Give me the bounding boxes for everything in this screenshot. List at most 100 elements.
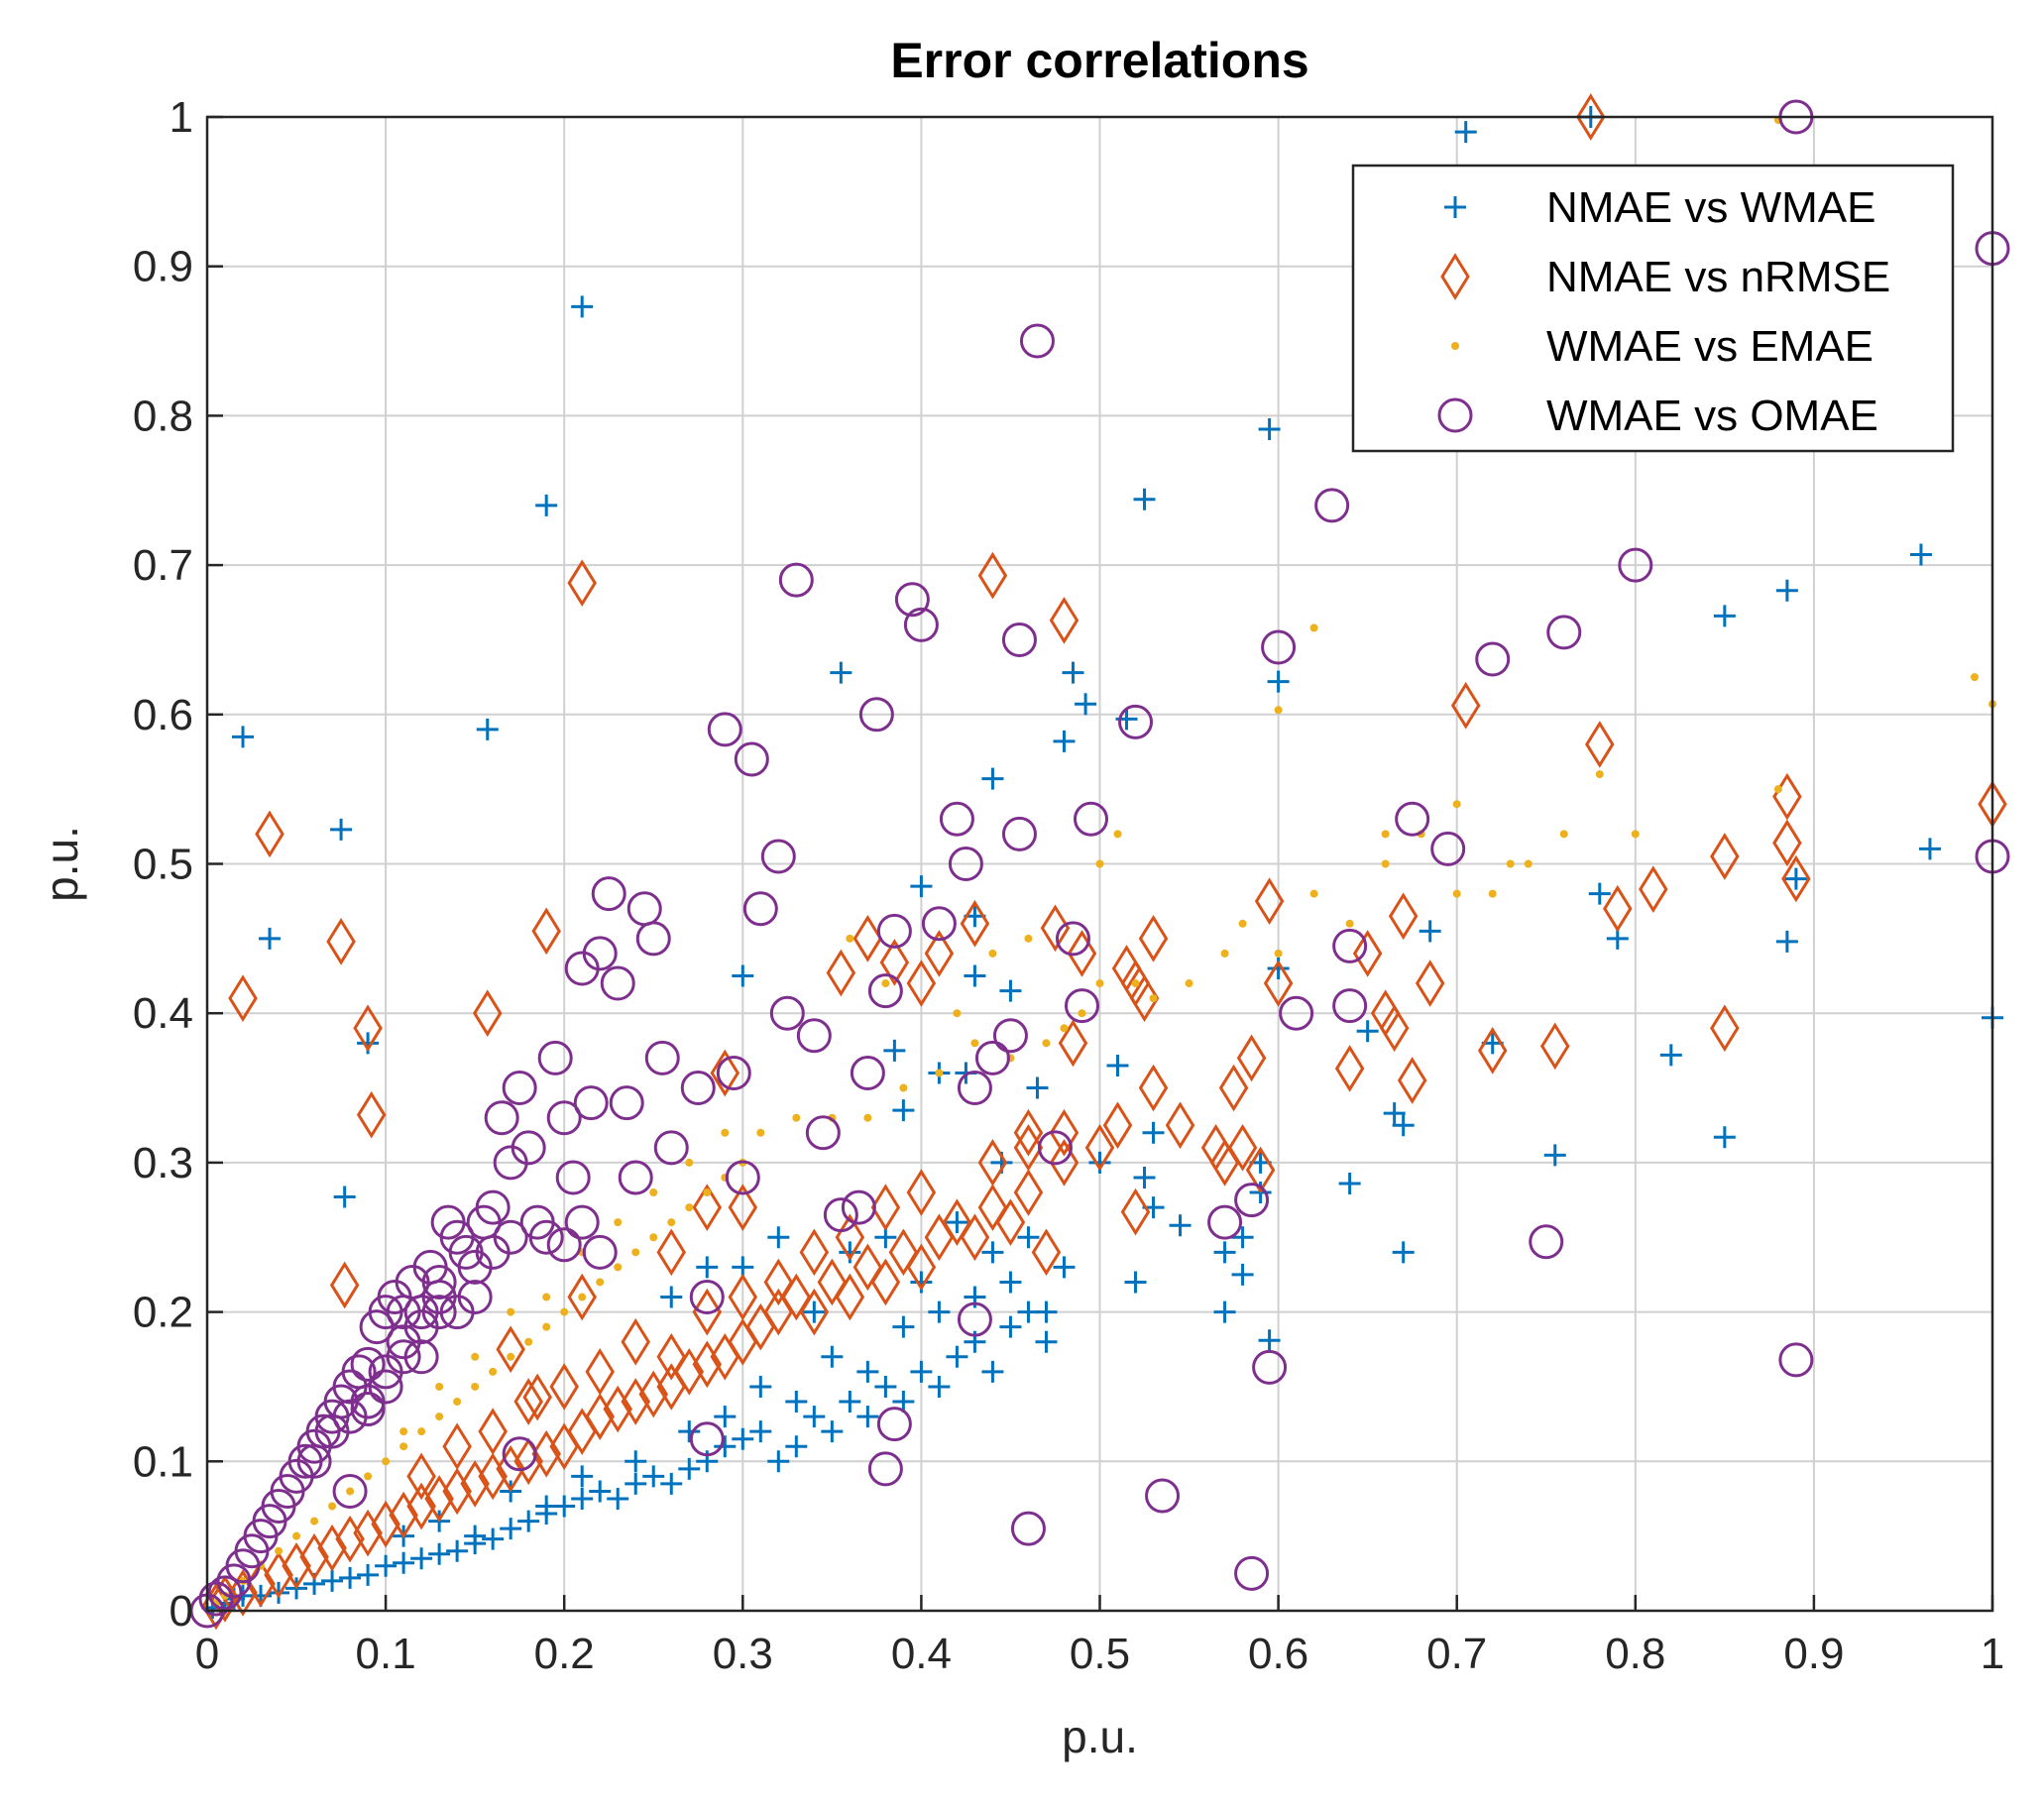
data-point — [1106, 1054, 1129, 1076]
x-tick-label: 0.6 — [1248, 1630, 1308, 1678]
data-point — [292, 1531, 301, 1540]
data-point — [357, 1563, 380, 1586]
data-point — [756, 1128, 765, 1137]
x-tick-label: 0.3 — [713, 1630, 773, 1678]
data-point — [1084, 1123, 1115, 1172]
data-point — [1267, 670, 1290, 693]
data-point — [785, 1391, 808, 1413]
data-point — [1595, 770, 1604, 779]
data-point — [228, 974, 258, 1022]
data-point — [839, 1391, 861, 1413]
data-point — [478, 1408, 508, 1456]
data-point — [482, 1527, 505, 1550]
data-point — [607, 1487, 629, 1510]
data-point — [335, 1515, 365, 1563]
data-point — [1395, 801, 1430, 837]
data-point — [1309, 889, 1318, 898]
data-point — [1383, 1102, 1406, 1125]
data-point — [1639, 865, 1668, 913]
data-point — [585, 1348, 615, 1396]
data-point — [625, 1472, 647, 1495]
data-point — [1037, 1130, 1073, 1166]
data-point — [785, 1435, 808, 1458]
data-point — [1356, 1020, 1379, 1043]
data-point — [1258, 417, 1281, 440]
data-point — [371, 1500, 400, 1548]
data-point — [626, 891, 662, 927]
data-point — [332, 1473, 368, 1509]
data-point — [803, 1406, 826, 1428]
data-point — [892, 1391, 915, 1413]
data-point — [942, 1198, 972, 1247]
data-point — [564, 1204, 600, 1240]
data-point — [625, 1450, 647, 1473]
data-point — [685, 1158, 694, 1167]
data-point — [517, 1510, 540, 1532]
data-point — [282, 1541, 311, 1590]
data-point — [692, 1288, 723, 1336]
data-point — [1035, 1330, 1058, 1353]
data-point — [1775, 579, 1798, 602]
data-point — [389, 1491, 418, 1539]
data-point — [870, 1184, 901, 1231]
data-point — [1095, 979, 1104, 988]
data-point — [350, 1384, 386, 1419]
data-point — [1274, 706, 1283, 715]
legend-entry-label: WMAE vs EMAE — [1546, 322, 1874, 371]
data-point — [1185, 979, 1193, 988]
series-diamond — [201, 93, 2007, 1631]
data-point — [799, 1228, 830, 1277]
data-point — [264, 1550, 293, 1599]
data-point — [948, 847, 983, 881]
x-tick-label: 0.9 — [1783, 1630, 1844, 1678]
data-point — [1227, 1123, 1258, 1172]
data-point — [442, 1467, 472, 1516]
data-point — [924, 930, 955, 977]
data-point — [259, 927, 282, 950]
data-point — [614, 1218, 623, 1227]
data-point — [350, 1346, 386, 1382]
data-point — [542, 1322, 551, 1331]
data-point — [635, 921, 671, 957]
data-point — [614, 1263, 623, 1272]
data-point — [957, 1071, 992, 1106]
data-point — [981, 767, 1004, 790]
data-point — [582, 1234, 618, 1270]
data-point — [826, 949, 856, 997]
data-point — [1450, 681, 1481, 730]
data-point — [406, 1452, 436, 1501]
data-point — [696, 1256, 719, 1279]
chart-title: Error correlations — [890, 33, 1308, 88]
data-point — [692, 1340, 723, 1389]
data-point — [803, 1300, 826, 1323]
data-point — [1309, 623, 1318, 632]
data-point — [714, 1406, 737, 1428]
data-point — [207, 1575, 243, 1611]
data-point — [883, 1039, 906, 1062]
data-point — [1379, 1004, 1410, 1053]
data-point — [356, 1090, 387, 1139]
data-point — [760, 839, 796, 874]
data-point — [703, 1188, 712, 1197]
data-point — [496, 1444, 525, 1493]
data-point — [353, 1004, 383, 1053]
data-point — [571, 295, 594, 318]
data-point — [476, 718, 499, 740]
data-point — [246, 1560, 276, 1608]
data-point — [546, 1100, 582, 1136]
data-point — [1254, 877, 1285, 926]
data-point — [489, 1367, 498, 1376]
data-point — [680, 1071, 716, 1106]
data-point — [591, 876, 626, 912]
data-point — [899, 1083, 908, 1092]
data-point — [817, 1258, 848, 1306]
data-point — [1024, 934, 1033, 943]
data-point — [1631, 830, 1640, 839]
data-point — [299, 1532, 329, 1581]
data-point — [549, 1363, 579, 1411]
data-point — [531, 907, 561, 956]
data-point — [321, 1569, 344, 1592]
data-point — [1049, 597, 1079, 644]
data-point — [830, 661, 852, 684]
data-point — [1001, 622, 1037, 657]
